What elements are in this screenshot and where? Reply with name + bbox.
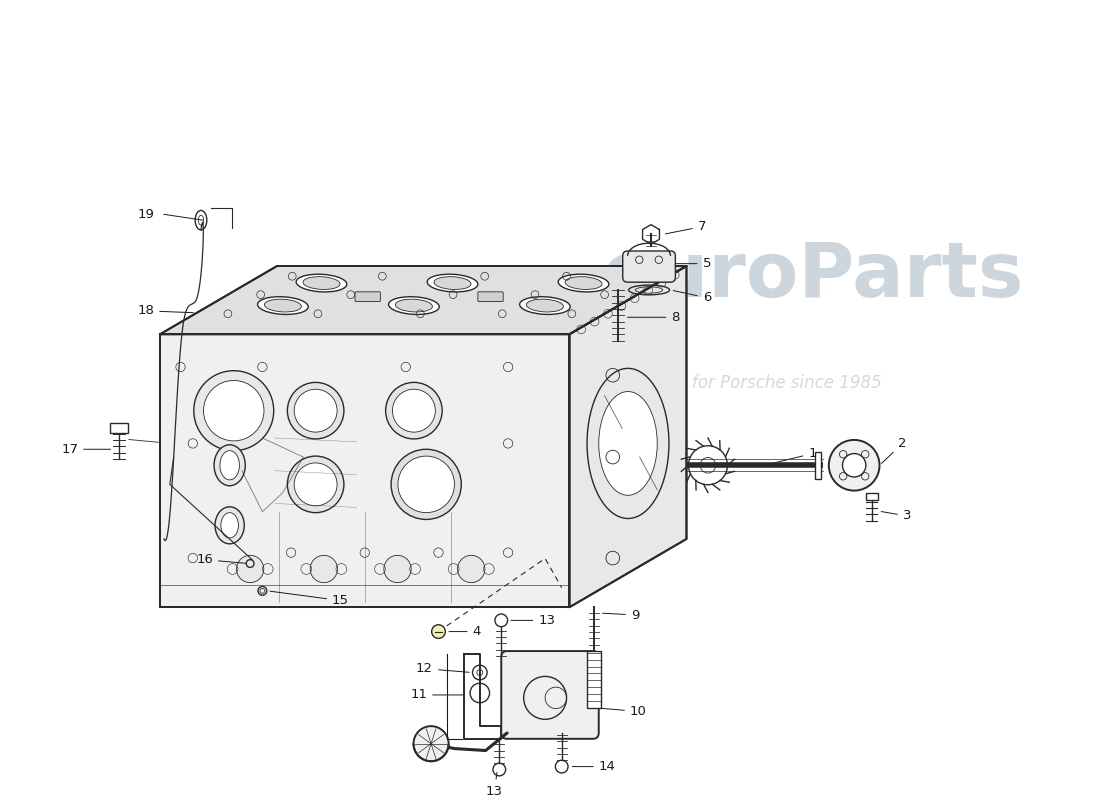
Polygon shape	[160, 334, 570, 607]
Text: 10: 10	[596, 705, 647, 718]
Text: 5: 5	[673, 257, 712, 270]
Text: 18: 18	[138, 304, 194, 318]
Ellipse shape	[392, 450, 461, 519]
Text: 6: 6	[673, 290, 711, 304]
Ellipse shape	[393, 390, 436, 432]
Ellipse shape	[214, 445, 245, 486]
Text: 12: 12	[416, 662, 470, 675]
Ellipse shape	[565, 277, 602, 290]
Bar	[110, 423, 128, 433]
Text: 14: 14	[572, 760, 616, 773]
Ellipse shape	[386, 382, 442, 439]
Text: 7: 7	[666, 220, 706, 234]
Text: 13: 13	[486, 772, 503, 798]
Ellipse shape	[236, 555, 264, 582]
Text: 11: 11	[410, 689, 463, 702]
Polygon shape	[160, 266, 686, 334]
Text: 17: 17	[62, 442, 110, 456]
Ellipse shape	[220, 450, 240, 480]
Ellipse shape	[287, 456, 344, 513]
FancyBboxPatch shape	[502, 651, 598, 739]
Ellipse shape	[427, 274, 477, 292]
Text: 19: 19	[138, 208, 154, 221]
Text: 2: 2	[881, 438, 906, 463]
Ellipse shape	[310, 555, 338, 582]
Text: 4: 4	[449, 625, 481, 638]
Ellipse shape	[395, 299, 432, 312]
Ellipse shape	[598, 391, 657, 495]
Bar	[815, 452, 821, 479]
Text: 1: 1	[767, 447, 817, 465]
Ellipse shape	[302, 277, 340, 290]
Ellipse shape	[388, 297, 439, 314]
Ellipse shape	[194, 370, 274, 450]
FancyBboxPatch shape	[623, 251, 675, 282]
Bar	[866, 493, 878, 500]
Bar	[587, 651, 601, 708]
Text: euroParts: euroParts	[603, 238, 1024, 313]
Ellipse shape	[287, 382, 344, 439]
Polygon shape	[570, 266, 686, 607]
Ellipse shape	[294, 463, 337, 506]
Ellipse shape	[257, 297, 308, 314]
Text: 13: 13	[510, 614, 556, 627]
Ellipse shape	[458, 555, 485, 582]
FancyBboxPatch shape	[477, 292, 503, 302]
Ellipse shape	[434, 277, 471, 290]
Text: 8: 8	[627, 310, 680, 324]
Text: 15: 15	[270, 591, 349, 607]
Ellipse shape	[828, 440, 880, 490]
Ellipse shape	[587, 368, 669, 518]
Ellipse shape	[221, 513, 239, 538]
Ellipse shape	[558, 274, 609, 292]
Ellipse shape	[414, 726, 449, 762]
Ellipse shape	[384, 555, 411, 582]
Circle shape	[431, 625, 446, 638]
Text: 9: 9	[603, 609, 639, 622]
Ellipse shape	[214, 506, 244, 544]
Ellipse shape	[519, 297, 570, 314]
Text: a passion for Porsche since 1985: a passion for Porsche since 1985	[608, 374, 882, 392]
FancyBboxPatch shape	[355, 292, 381, 302]
Ellipse shape	[264, 299, 301, 312]
Text: 3: 3	[881, 510, 912, 522]
Ellipse shape	[527, 299, 563, 312]
Ellipse shape	[398, 456, 454, 513]
Text: 16: 16	[196, 553, 245, 566]
Ellipse shape	[843, 454, 866, 477]
Ellipse shape	[204, 381, 264, 441]
Ellipse shape	[294, 390, 337, 432]
Ellipse shape	[296, 274, 346, 292]
